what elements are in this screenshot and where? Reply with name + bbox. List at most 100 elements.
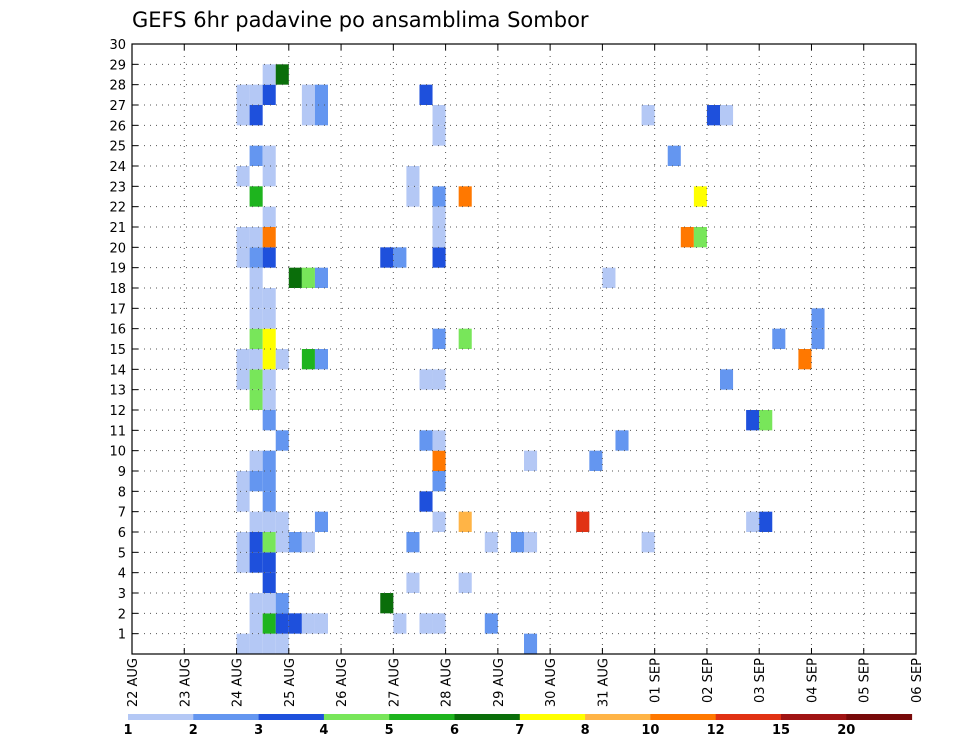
heatmap-cell [720,369,734,390]
heatmap-cell [262,328,276,349]
heatmap-cell [262,64,276,85]
color-legend: 1 2 3 4 5 6 7 8 10 12 15 20 [123,714,913,738]
heatmap-cell [236,247,250,268]
heatmap-cell [262,633,276,654]
heatmap-cell [275,511,289,532]
heatmap-cell [249,308,263,329]
heatmap-cells [236,64,825,654]
heatmap-cell [759,511,773,532]
y-tick-label: 1 [118,628,126,643]
heatmap-cell [249,247,263,268]
heatmap-cell [262,511,276,532]
heatmap-cell [432,105,446,126]
heatmap-cell [380,247,394,268]
x-tick-label: 01 SEP [649,658,664,703]
heatmap-cell [249,389,263,410]
y-tick-label: 10 [109,445,126,460]
y-tick-label: 3 [118,587,126,602]
heatmap-cell [432,328,446,349]
heatmap-cell [249,105,263,126]
heatmap-cell [693,186,707,207]
heatmap-cell [262,308,276,329]
heatmap-cell [288,613,302,634]
y-tick-label: 15 [109,343,126,358]
x-tick-label: 28 AUG [440,658,455,707]
y-tick-label: 19 [109,262,126,277]
heatmap-cell [249,532,263,553]
x-tick-label: 25 AUG [283,658,298,707]
heatmap-cell [236,84,250,105]
y-tick-label: 24 [109,160,126,175]
y-tick-label: 6 [118,526,126,541]
heatmap-cell [432,186,446,207]
heatmap-cell [249,511,263,532]
heatmap-cell [811,308,825,329]
heatmap-cell [301,267,315,288]
legend-swatch [715,714,782,720]
legend-label: 7 [515,723,524,738]
y-tick-label: 29 [109,58,126,73]
heatmap-cell [249,328,263,349]
legend-label: 10 [641,723,659,738]
heatmap-cell [589,450,603,471]
heatmap-cell [301,349,315,370]
heatmap-cell [432,125,446,146]
heatmap-cell [419,613,433,634]
legend-label: 20 [837,723,855,738]
heatmap-cell [432,511,446,532]
heatmap-cell [249,84,263,105]
heatmap-cell [432,613,446,634]
heatmap-cell [314,267,328,288]
heatmap-cell [301,84,315,105]
heatmap-cell [262,349,276,370]
heatmap-cell [249,633,263,654]
legend-label: 12 [707,723,725,738]
heatmap-cell [772,328,786,349]
y-tick-label: 25 [109,140,126,155]
heatmap-cell [314,613,328,634]
legend-swatch [846,714,913,720]
legend-label: 1 [123,723,132,738]
heatmap-cell [249,349,263,370]
y-tick-label: 14 [109,363,126,378]
heatmap-cell [458,328,472,349]
legend-label: 8 [581,723,590,738]
heatmap-cell [249,288,263,309]
heatmap-cell [458,572,472,593]
heatmap-cell [419,84,433,105]
heatmap-cell [249,593,263,614]
y-tick-label: 12 [109,404,126,419]
legend-swatch [258,714,325,720]
heatmap-cell [275,430,289,451]
heatmap-cell [262,613,276,634]
heatmap-cell [236,491,250,512]
x-axis: 22 AUG 23 AUG 24 AUG 25 AUG 26 AUG 27 AUG 28 A… [126,44,925,707]
heatmap-cell [236,471,250,492]
heatmap-cell [419,369,433,390]
heatmap-cell [301,105,315,126]
heatmap-cell [236,227,250,248]
heatmap-cell [432,369,446,390]
heatmap-cell [288,267,302,288]
heatmap-cell [262,84,276,105]
heatmap-cell [458,186,472,207]
heatmap-cell [419,430,433,451]
heatmap-cell [380,593,394,614]
heatmap-cell [288,532,302,553]
heatmap-cell [262,369,276,390]
heatmap-cell [236,166,250,187]
y-tick-label: 16 [109,323,126,338]
heatmap-cell [262,247,276,268]
heatmap-cell [406,186,420,207]
y-tick-label: 7 [118,506,126,521]
heatmap-cell [314,105,328,126]
heatmap-cell [275,64,289,85]
x-tick-label: 05 SEP [858,658,873,703]
legend-swatch [454,714,521,720]
heatmap-cell [524,633,538,654]
y-tick-label: 23 [109,180,126,195]
heatmap-cell [249,145,263,166]
y-tick-label: 20 [109,241,126,256]
y-tick-label: 4 [118,567,126,582]
heatmap-cell [406,166,420,187]
